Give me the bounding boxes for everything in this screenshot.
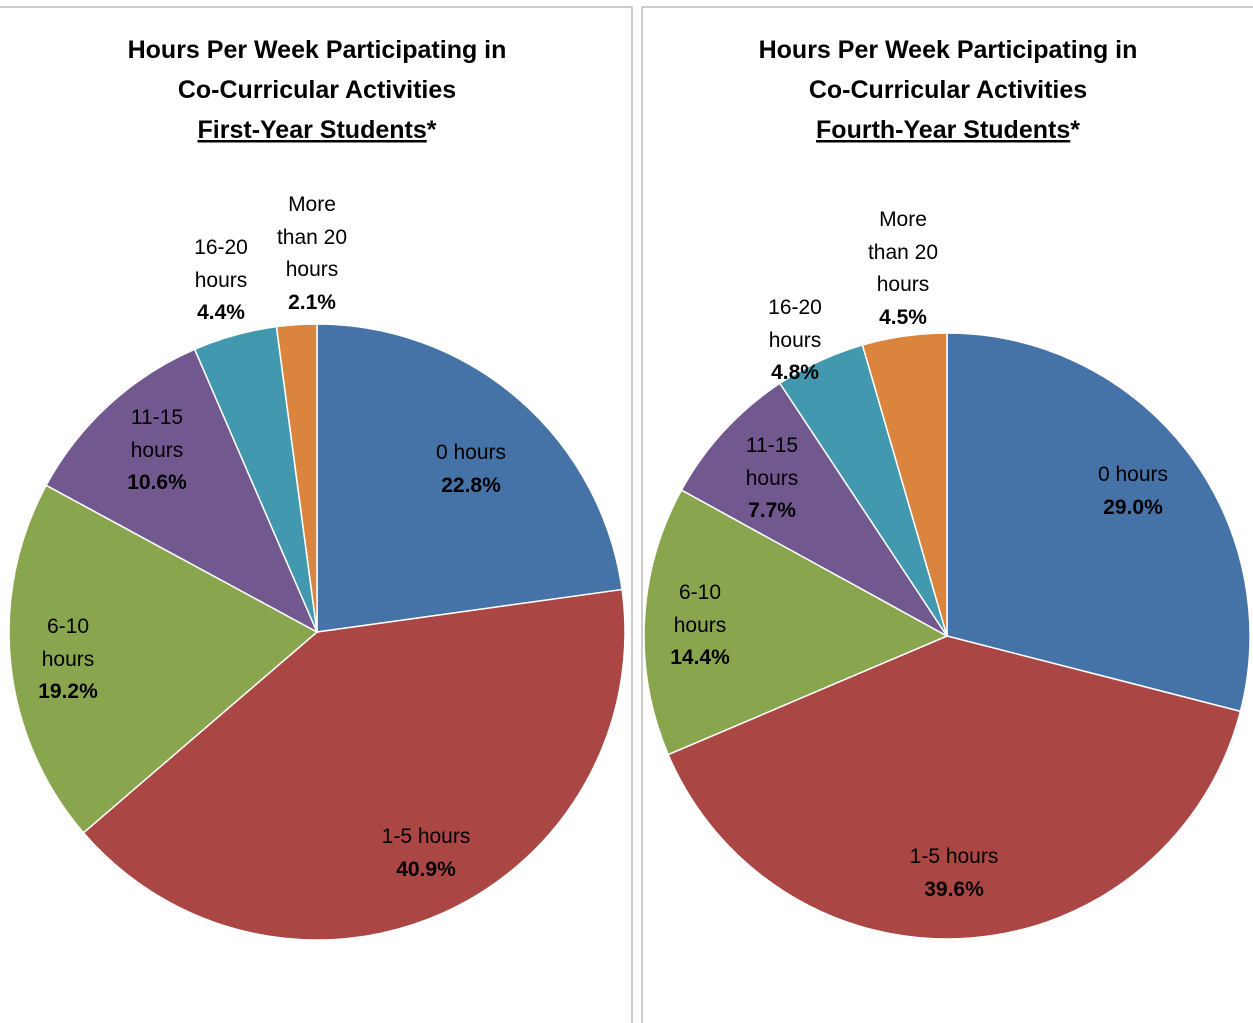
slice-label: 16-20 hours 4.4% [186,232,256,330]
slice-label: 0 hours 29.0% [1058,459,1208,524]
category-label: 16-20 hours [768,296,822,352]
chart-title: Hours Per Week Participating in [759,36,1138,64]
chart-title: Co-Curricular Activities [809,76,1087,104]
value-label: 4.4% [197,301,245,324]
pie-slice [316,323,623,633]
category-label: 16-20 hours [194,236,248,292]
slice-label: 6-10 hours 19.2% [33,611,103,709]
category-label: 1-5 hours [381,825,471,848]
value-label: 2.1% [288,290,336,314]
pie-slice [275,323,318,633]
chart-subtitle: First-Year Students* [198,116,437,144]
category-label: 0 hours [435,441,507,464]
value-label: 22.8% [441,473,501,497]
category-label: More than 20 hours [276,193,348,281]
pie-slice [667,635,1242,940]
pie-slice [643,489,949,756]
category-label: 1-5 hours [909,845,999,868]
slice-label: 16-20 hours 4.8% [760,292,830,390]
value-label: 4.8% [771,361,819,384]
panel [641,6,1253,1023]
pie-slice [8,484,319,834]
value-label: 4.5% [879,305,927,329]
subtitle-text: First-Year Students [198,116,427,144]
slice-label: 6-10 hours 14.4% [665,577,735,675]
slice-label: 11-15 hours 7.7% [737,430,807,528]
category-label: 11-15 hours [745,434,799,490]
slice-label: 0 hours 22.8% [396,437,546,502]
chart-title: Co-Curricular Activities [178,76,456,104]
category-label: 11-15 hours [130,406,184,462]
category-label: More than 20 hours [867,208,939,296]
value-label: 40.9% [396,857,456,881]
category-label: 6-10 hours [673,581,727,637]
slice-label: More than 20 hours 4.5% [861,204,946,334]
value-label: 19.2% [38,680,98,703]
slice-label: 1-5 hours 39.6% [854,841,1054,906]
value-label: 10.6% [127,471,187,494]
slice-label: 11-15 hours 10.6% [122,402,192,500]
subtitle-mark: * [427,116,437,144]
category-label: 6-10 hours [41,615,95,671]
chart-subtitle: Fourth-Year Students* [816,116,1080,144]
value-label: 14.4% [670,646,730,669]
value-label: 29.0% [1103,495,1163,519]
slice-label: 1-5 hours 40.9% [326,821,526,886]
subtitle-text: Fourth-Year Students [816,116,1070,144]
pie-slice [946,332,1251,713]
slice-label: More than 20 hours 2.1% [270,189,355,319]
subtitle-mark: * [1070,116,1080,144]
pie-slice [82,588,626,941]
value-label: 7.7% [748,499,796,522]
pie-slice [861,332,948,637]
category-label: 0 hours [1097,463,1169,486]
pie-slice [680,382,948,637]
chart-title: Hours Per Week Participating in [128,36,507,64]
value-label: 39.6% [924,877,984,901]
pie-slice [45,348,319,634]
panel [0,6,633,1023]
